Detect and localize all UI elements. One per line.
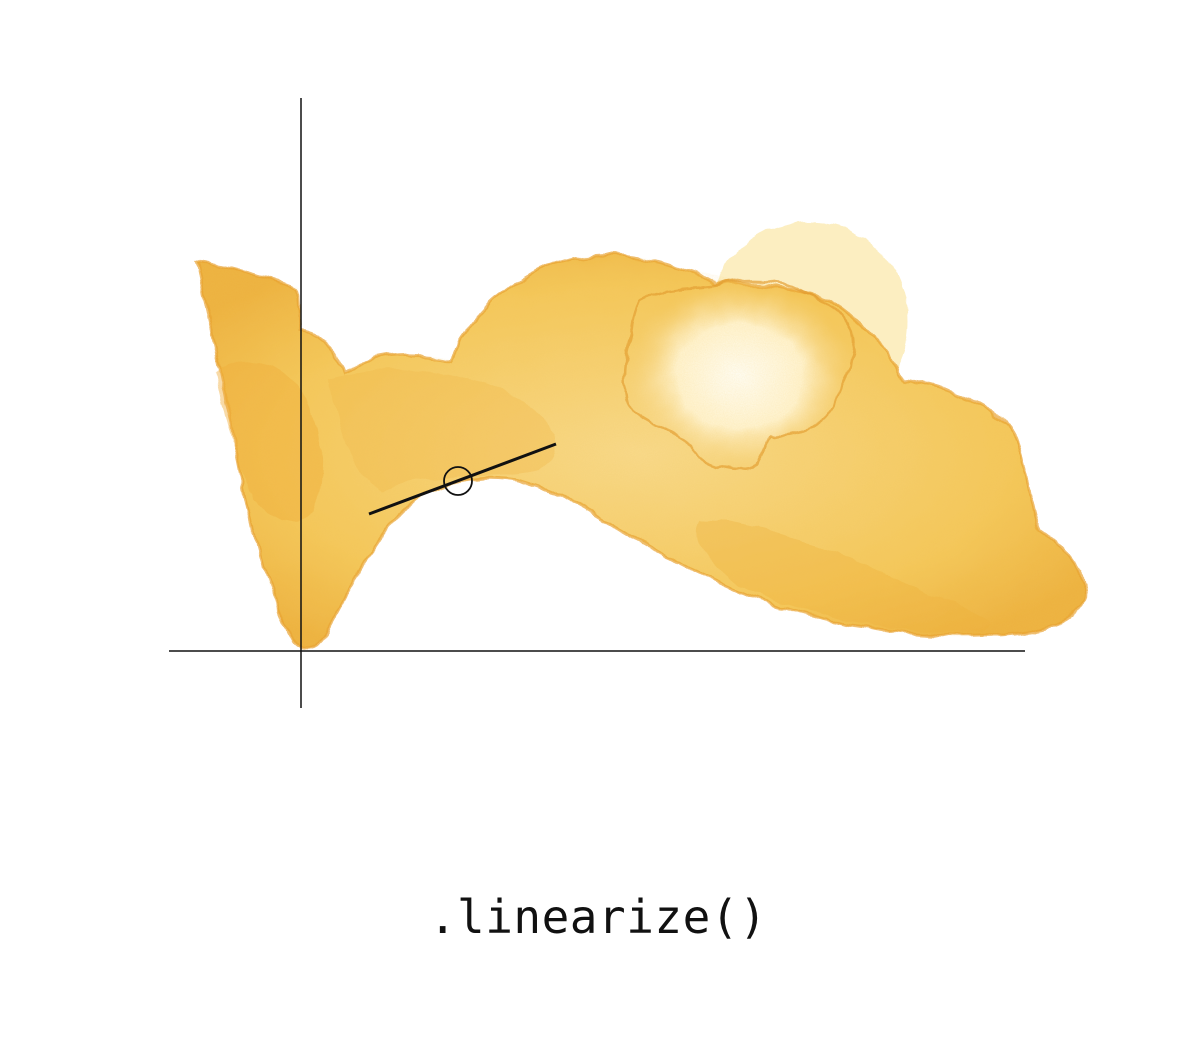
function-caption: .linearize()	[428, 890, 768, 944]
tangent	[368, 442, 557, 516]
tangent-point-marker	[443, 466, 473, 496]
paper-grain	[197, 255, 1086, 648]
axes	[169, 98, 1025, 708]
tangent-line	[368, 442, 557, 516]
